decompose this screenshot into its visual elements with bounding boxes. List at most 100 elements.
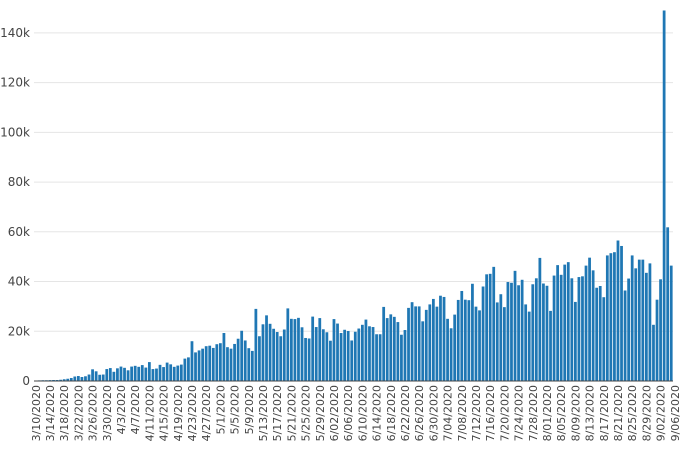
bar: [531, 284, 535, 381]
bar: [538, 257, 542, 381]
bar: [556, 265, 560, 381]
bar: [439, 295, 442, 381]
bar: [481, 286, 485, 381]
bar: [80, 377, 84, 381]
bar: [229, 348, 233, 381]
bar: [208, 345, 212, 381]
bar: [648, 263, 652, 381]
bar: [137, 366, 141, 381]
bar: [403, 330, 407, 381]
bar: [343, 329, 347, 381]
bar: [183, 358, 187, 381]
bar: [222, 333, 226, 381]
gridlines: [34, 32, 673, 332]
x-tick-label: 3/10/2020: [30, 385, 43, 441]
bar: [116, 368, 119, 381]
bar: [179, 364, 183, 381]
bar: [201, 348, 205, 381]
x-tick-label: 6/02/2020: [328, 385, 341, 441]
bar: [581, 276, 584, 381]
bar: [396, 322, 400, 381]
x-tick-label: 6/10/2020: [356, 385, 369, 441]
bar: [87, 374, 91, 381]
bar: [566, 262, 570, 381]
bar: [453, 314, 457, 381]
bar: [595, 287, 599, 381]
bar: [218, 343, 222, 381]
bar: [442, 296, 446, 381]
bar: [247, 348, 251, 381]
bar: [233, 343, 236, 381]
bar: [318, 318, 322, 381]
x-tick-label: 3/26/2020: [87, 385, 100, 441]
bar: [669, 265, 673, 381]
bar: [314, 327, 318, 381]
bar: [286, 308, 290, 381]
bar: [549, 310, 552, 381]
bar: [467, 300, 471, 381]
x-tick-label: 3/22/2020: [72, 385, 85, 441]
bar: [542, 283, 545, 381]
bar: [197, 350, 201, 381]
bar: [570, 278, 574, 381]
x-tick-label: 7/20/2020: [498, 385, 511, 441]
bar: [94, 371, 98, 381]
bar: [66, 378, 70, 381]
bar: [552, 275, 556, 381]
x-tick-label: 8/21/2020: [612, 385, 625, 441]
bar: [272, 328, 276, 381]
bar: [293, 319, 297, 381]
bar: [332, 319, 336, 381]
bar: [204, 346, 208, 381]
x-tick-label: 6/18/2020: [385, 385, 398, 441]
bar: [101, 374, 105, 381]
x-tick-label: 5/21/2020: [285, 385, 298, 441]
bar: [652, 324, 655, 381]
bar: [400, 334, 403, 381]
bar: [368, 326, 371, 381]
x-tick-label: 8/29/2020: [640, 385, 653, 441]
bar: [584, 265, 588, 381]
bar: [414, 306, 418, 381]
bar: [144, 367, 148, 381]
bar: [155, 368, 158, 381]
bar: [73, 376, 77, 381]
bar: [598, 286, 602, 381]
bar: [424, 309, 428, 381]
bar: [130, 366, 134, 381]
bar: [588, 257, 591, 381]
bar: [119, 366, 123, 381]
bar: [123, 367, 126, 381]
bar: [644, 272, 648, 381]
y-tick-label: 60k: [8, 225, 30, 239]
x-tick-label: 7/12/2020: [470, 385, 483, 441]
x-tick-label: 6/22/2020: [399, 385, 412, 441]
y-tick-label: 120k: [0, 76, 30, 90]
bar: [407, 307, 410, 381]
bar: [304, 337, 307, 381]
y-tick-label: 0: [22, 374, 30, 388]
bar: [147, 362, 151, 381]
bar: [236, 338, 240, 381]
bar: [616, 240, 620, 381]
x-tick-label: 4/3/2020: [115, 385, 128, 434]
x-tick-label: 4/15/2020: [158, 385, 171, 441]
bar: [630, 255, 634, 381]
bar: [545, 285, 549, 381]
bar: [513, 270, 517, 381]
x-tick-label: 7/04/2020: [442, 385, 455, 441]
bar: [392, 316, 396, 381]
y-tick-label: 140k: [0, 26, 30, 40]
bar: [268, 323, 272, 381]
x-tick-label: 6/30/2020: [427, 385, 440, 441]
bar: [133, 365, 137, 381]
bar: [524, 304, 528, 381]
bar: [336, 323, 339, 381]
bar: [169, 364, 173, 381]
bar: [620, 245, 623, 381]
bar: [474, 306, 478, 381]
x-tick-label: 5/5/2020: [229, 385, 242, 434]
bar: [485, 274, 489, 381]
bar: [243, 340, 247, 381]
